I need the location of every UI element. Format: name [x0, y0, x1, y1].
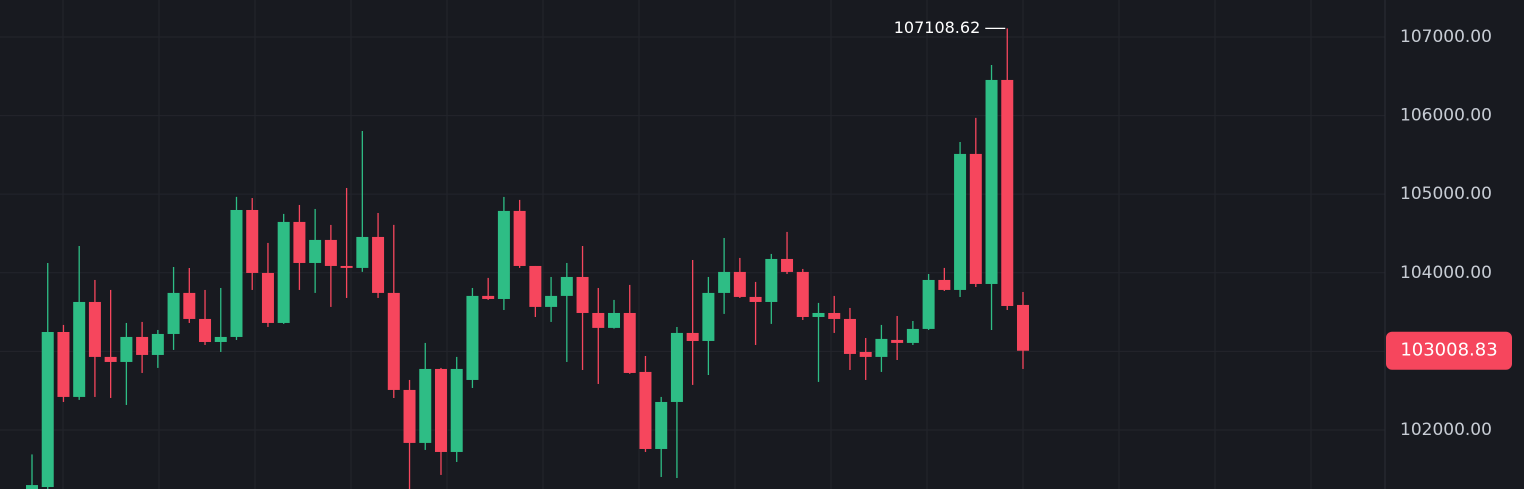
y-tick-label: 102000.00 [1400, 420, 1492, 440]
candle-body [261, 272, 274, 323]
candle-body [592, 312, 605, 328]
candle-body [104, 356, 117, 362]
candle-body [57, 332, 70, 397]
candle-body [136, 336, 149, 355]
candle-body [749, 296, 762, 302]
candle-body [576, 276, 589, 313]
candle-body [608, 312, 621, 328]
candle-body [340, 265, 353, 268]
candle-body [372, 236, 385, 293]
y-tick-label: 106000.00 [1400, 106, 1492, 126]
candle-body [686, 332, 699, 341]
candle-body [230, 209, 243, 337]
candle-body [387, 292, 400, 390]
candle-body [309, 239, 322, 263]
candle-body [466, 295, 479, 380]
y-tick-label: 104000.00 [1400, 263, 1492, 283]
candle-body [183, 292, 196, 319]
candle-body [120, 336, 133, 362]
candle-body [985, 79, 998, 284]
candle-body [214, 336, 227, 342]
candle-body [151, 333, 164, 355]
last-price-label: 103008.83 [1400, 340, 1497, 361]
last-price-tag [1386, 331, 1512, 370]
candle-body [875, 338, 888, 357]
candle-body [419, 368, 432, 443]
y-tick-label: 107000.00 [1400, 27, 1492, 47]
candle-body [293, 221, 306, 263]
candle-body [954, 153, 967, 290]
candle-body [513, 210, 526, 266]
candle-body [623, 312, 636, 373]
candle-body [73, 301, 86, 397]
candle-body [41, 332, 54, 488]
candle-body [781, 258, 794, 272]
candle-body [545, 295, 558, 307]
candle-body [906, 328, 919, 343]
candle-body [765, 258, 778, 302]
candle-body [167, 292, 180, 334]
candle-body [670, 332, 683, 402]
candle-body [497, 210, 510, 299]
candle-body [891, 339, 904, 343]
candle-body [812, 312, 825, 317]
candle-body [922, 279, 935, 329]
candle-body [843, 318, 856, 354]
overlay: 107108.62 103008.83 [894, 18, 1512, 370]
candle-body [199, 318, 212, 342]
candle-body [828, 312, 841, 319]
candle-body [26, 485, 38, 489]
candle-body [859, 351, 872, 357]
candle-body [639, 371, 652, 449]
candle-body [450, 368, 463, 452]
candle-body [938, 279, 951, 290]
candle-body [324, 239, 337, 266]
candle-body [560, 276, 573, 296]
candles [26, 28, 1029, 489]
candle-body [88, 301, 101, 357]
candle-body [482, 295, 495, 299]
candle-body [796, 271, 809, 317]
candle-body [277, 221, 290, 323]
candle-body [1016, 304, 1029, 351]
candle-body [1001, 79, 1014, 306]
candle-body [403, 389, 416, 443]
price-axis: 102000.00103000.00104000.00105000.001060… [1400, 27, 1492, 440]
candle-body [969, 153, 982, 284]
candle-body [246, 209, 259, 273]
candle-body [356, 236, 369, 268]
candle-body [655, 401, 668, 449]
candle-body [529, 265, 542, 307]
candle-body [718, 271, 731, 293]
candle-body [733, 271, 746, 297]
candle-body [702, 292, 715, 341]
candle-body [434, 368, 447, 452]
high-label: 107108.62 [894, 18, 981, 37]
y-tick-label: 105000.00 [1400, 184, 1492, 204]
